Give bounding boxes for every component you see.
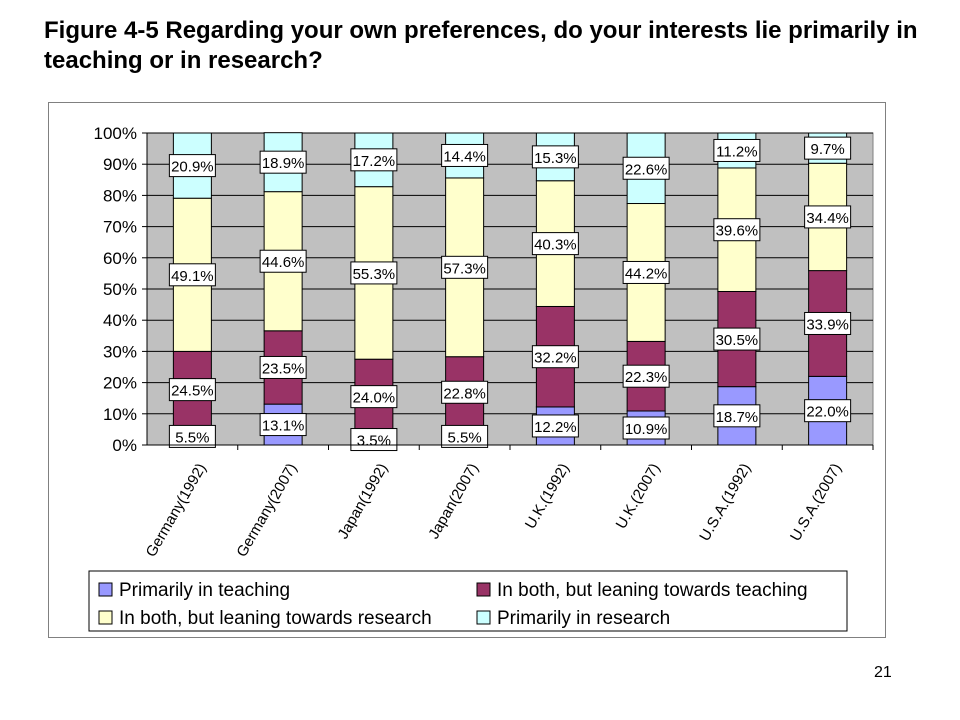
data-label-box [259,150,307,174]
data-label-box [441,143,489,167]
data-label-box [441,424,489,448]
x-tick-label: U.S.A.(1992) [696,461,754,545]
data-label-box [713,404,761,428]
legend: Primarily in teaching In both, but leanin… [88,570,848,632]
x-tick-label: Japan(1992) [334,461,391,542]
data-label: 9.7% [811,141,845,158]
data-label: 22.8% [443,385,486,402]
data-label: 5.5% [175,429,209,446]
y-tick-label: 0% [112,436,137,455]
legend-swatch [98,582,113,597]
page-number: 21 [874,664,892,681]
data-label: 20.9% [171,159,214,176]
data-label-box [259,355,307,379]
data-label-box [259,413,307,437]
data-label-box [168,154,216,178]
x-tick-label: Germany(2007) [233,460,300,559]
data-label-box [259,249,307,273]
y-tick-label: 70% [103,218,137,237]
data-label: 11.2% [716,143,757,160]
x-tick-label: Germany(1992) [143,460,210,559]
data-label-box [168,424,216,448]
data-label-box [622,416,670,440]
y-tick-label: 50% [103,280,137,299]
y-tick-label: 90% [103,155,137,174]
data-label: 3.5% [357,433,391,450]
y-tick-label: 30% [103,342,137,361]
data-label: 44.6% [262,254,305,271]
data-label-box [168,378,216,402]
data-label-box [713,218,761,242]
y-tick-label: 40% [103,311,137,330]
data-label-box [622,156,670,180]
data-label-box [622,364,670,388]
data-label-box [441,380,489,404]
data-label-box [350,261,398,285]
legend-label: Primarily in research [497,608,670,629]
y-tick-label: 100% [94,124,137,143]
data-label-box [804,311,852,335]
data-label: 39.6% [716,223,759,240]
data-label-box [531,145,579,169]
data-label-box [531,232,579,256]
x-tick-label: U.S.A.(2007) [787,461,845,545]
data-label: 44.2% [625,265,668,282]
data-label: 15.3% [534,150,577,167]
chart-frame: 0% 10% 20% 30% 40% 50% 60% 70% 80% 90% 100% 5.5% 24… [48,102,886,638]
data-label: 5.5% [448,429,482,446]
data-label: 12.2% [534,419,577,436]
legend-label: In both, but leaning towards research [119,608,432,629]
data-label: 30.5% [716,332,759,349]
data-label: 49.1% [171,268,214,285]
data-label: 32.2% [534,350,577,367]
x-tick-label: U.K.(2007) [613,461,664,532]
data-label: 40.3% [534,237,577,254]
data-label-box [531,414,579,438]
data-label-box [804,205,852,229]
legend-swatch [98,610,113,625]
data-label: 18.7% [716,409,759,426]
data-label: 13.1% [262,418,305,435]
y-axis: 0% 10% 20% 30% 40% 50% 60% 70% 80% 90% 100% [94,124,148,455]
data-label-box [622,260,670,284]
data-label: 57.3% [443,260,486,277]
data-label: 22.3% [625,369,668,386]
data-label: 34.4% [806,210,849,227]
data-label-box [350,385,398,409]
legend-label: Primarily in teaching [119,580,290,601]
data-label: 33.9% [806,316,849,333]
data-label: 18.9% [262,155,305,172]
data-label: 24.0% [353,390,396,407]
legend-swatch [476,610,491,625]
data-label-box [713,138,761,162]
legend-label: In both, but leaning towards teaching [497,580,808,601]
y-tick-label: 20% [103,374,137,393]
stacked-bar-chart: 0% 10% 20% 30% 40% 50% 60% 70% 80% 90% 100% 5.5% 24… [88,124,874,632]
data-label-box [804,136,852,160]
data-label-box [168,263,216,287]
x-tick-label: U.K.(1992) [522,461,573,532]
data-label: 24.5% [171,383,214,400]
data-label: 55.3% [353,266,396,283]
data-labels: 5.5% 24.5% 49.1% 20.9% 13.1% 23.5% 44.6% 18.9% 3… [168,136,852,452]
y-tick-label: 10% [103,405,137,424]
data-label: 17.2% [353,153,396,170]
legend-box [88,570,848,632]
data-label-box [441,255,489,279]
y-tick-label: 60% [103,249,137,268]
data-label: 10.9% [625,421,668,438]
data-label: 14.4% [443,148,486,165]
legend-swatch [476,582,491,597]
y-tick-label: 80% [103,186,137,205]
data-label: 23.5% [262,360,305,377]
data-label-box [804,399,852,423]
data-label-box [531,345,579,369]
slide-title: Figure 4-5 Regarding your own preference… [44,17,918,74]
data-label: 22.6% [625,161,668,178]
data-label: 22.0% [806,404,849,421]
x-axis: Germany(1992) Germany(2007) Japan(1992) Jap… [143,444,874,560]
data-label-box [713,327,761,351]
x-tick-label: Japan(2007) [425,461,482,542]
data-label-box [350,148,398,172]
